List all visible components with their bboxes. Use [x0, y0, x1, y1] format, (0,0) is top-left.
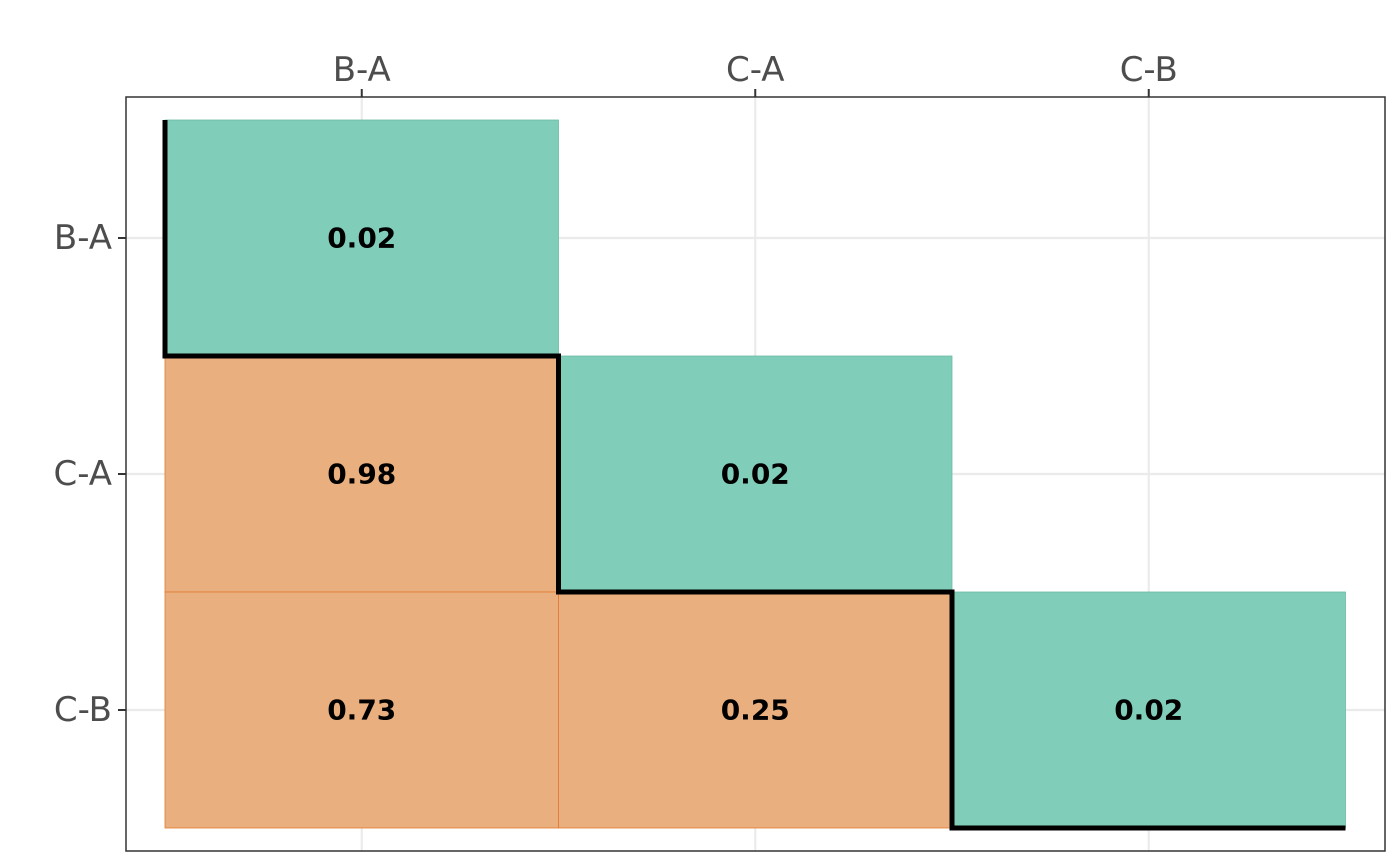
heatmap-cell-B-A-B-A — [164, 119, 559, 357]
cell-value-label-B-A-C-A: 0.98 — [327, 458, 396, 491]
x-tick-label-B-A: B-A — [333, 50, 391, 90]
cell-value-label-B-A-C-B: 0.73 — [327, 694, 396, 727]
cell-value-label-C-A-C-B: 0.25 — [721, 694, 790, 727]
y-tick-label-B-A: B-A — [54, 218, 112, 258]
x-tick-label-C-B: C-B — [1120, 50, 1178, 90]
heatmap-cell-C-A-C-B — [558, 591, 953, 829]
heatmap-cell-C-A-C-A — [558, 355, 953, 593]
heatmap-cells — [164, 119, 1346, 829]
heatmap-cell-C-B-C-B — [951, 591, 1346, 829]
heatmap-cell-B-A-C-B — [164, 591, 559, 829]
axes: B-A C-A C-B B-A C-A C-B — [53, 50, 1177, 730]
diagonal-staircase-line — [162, 120, 1346, 831]
y-tick-label-C-A: C-A — [53, 454, 112, 494]
cell-value-label-C-B-C-B: 0.02 — [1114, 694, 1183, 727]
y-tick-label-C-B: C-B — [54, 690, 112, 730]
x-tick-label-C-A: C-A — [726, 50, 785, 90]
heatmap-cell-B-A-C-A — [164, 355, 559, 593]
cell-value-label-B-A-B-A: 0.02 — [327, 222, 396, 255]
cell-value-label-C-A-C-A: 0.02 — [721, 458, 790, 491]
cell-value-labels: 0.02 0.98 0.02 0.73 0.25 0.02 — [327, 222, 1183, 727]
staircase-outline — [162, 120, 1346, 831]
